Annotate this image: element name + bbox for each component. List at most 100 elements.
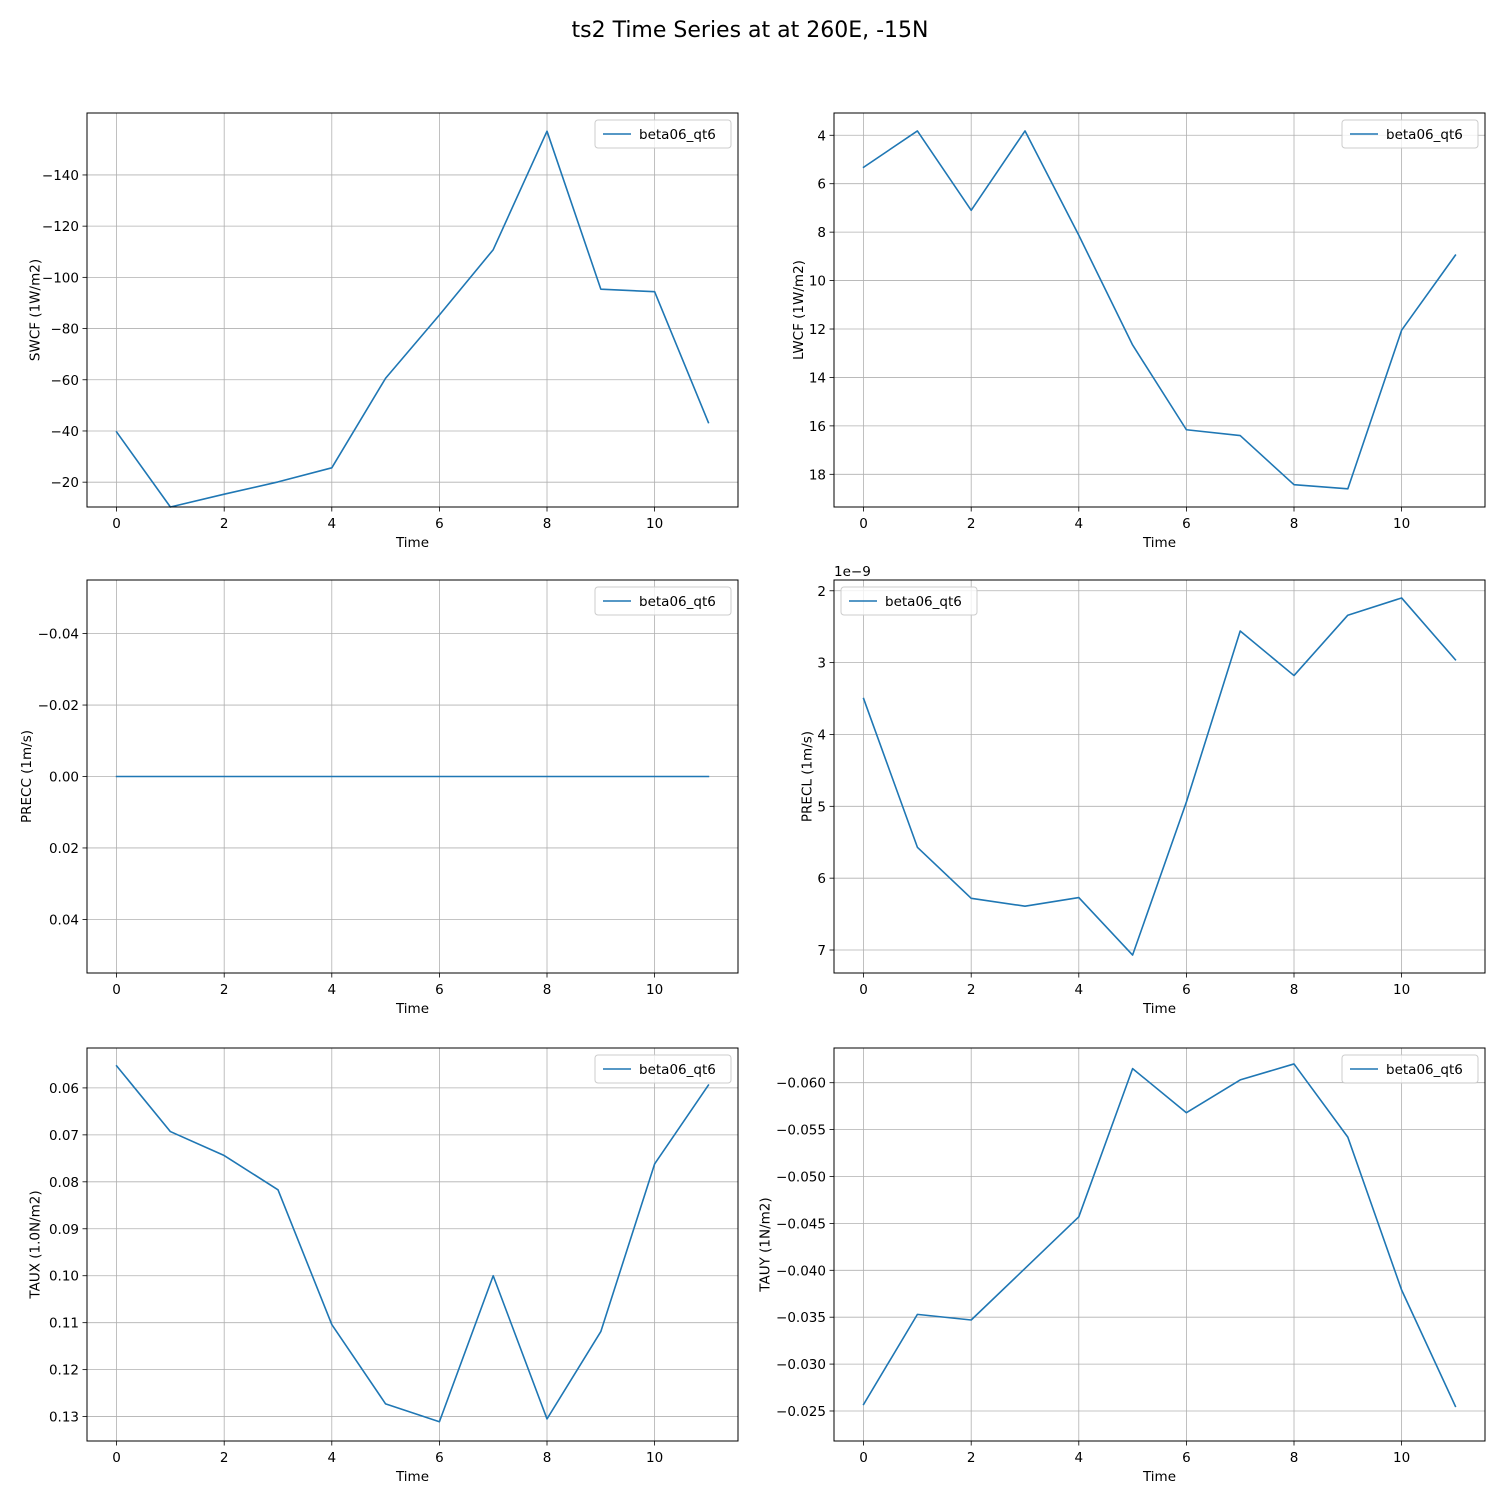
y-tick-label: −0.030 bbox=[776, 1357, 826, 1373]
x-tick-label: 4 bbox=[1075, 516, 1084, 532]
y-tick-label: 0.00 bbox=[49, 770, 79, 786]
x-tick-label: 4 bbox=[328, 982, 337, 998]
y-tick-label: −0.035 bbox=[776, 1310, 826, 1326]
subplot-3: 0 2 4 6 8 10 −0.04 −0.02 0.00 0.02 0.04 Time PRECC (… bbox=[19, 579, 739, 1017]
x-tick-label: 6 bbox=[1182, 516, 1191, 532]
y-tick-label: 0.04 bbox=[49, 912, 79, 928]
legend-box bbox=[840, 586, 978, 616]
x-tick-label: 6 bbox=[1182, 1450, 1191, 1466]
x-tick-label: 4 bbox=[328, 1450, 337, 1466]
legend-label: beta06_qt6 bbox=[639, 127, 716, 143]
legend: beta06_qt6 bbox=[594, 586, 732, 616]
x-tick-label: 8 bbox=[543, 1450, 552, 1466]
x-tick-label: 0 bbox=[112, 516, 121, 532]
y-axis-label: TAUX (1.0N/m2) bbox=[27, 1190, 43, 1299]
series-line-1 bbox=[115, 1064, 710, 1423]
y-tick-label: −0.050 bbox=[776, 1169, 826, 1185]
y-tick-label: 6 bbox=[817, 177, 826, 193]
y-tick-label: 0.02 bbox=[49, 841, 79, 857]
legend-label: beta06_qt6 bbox=[1386, 127, 1463, 143]
figure-title: ts2 Time Series at at 260E, -15N bbox=[571, 18, 928, 43]
subplot-4: 0 2 4 6 8 10 2 3 4 5 6 7 Time PRECL (1m/s) 1e−9 beta06_… bbox=[800, 564, 1486, 1017]
axes-frame bbox=[86, 1047, 739, 1442]
legend: beta06_qt6 bbox=[840, 586, 978, 616]
x-tick-label: 2 bbox=[967, 1450, 976, 1466]
y-tick-label: −0.045 bbox=[776, 1216, 826, 1232]
y-tick-label: 16 bbox=[809, 419, 826, 435]
y-tick-label: −100 bbox=[42, 270, 79, 286]
y-tick-label: 18 bbox=[809, 467, 826, 483]
axes-frame bbox=[833, 1047, 1486, 1442]
y-tick-label: 14 bbox=[809, 370, 826, 386]
legend-box bbox=[594, 586, 732, 616]
series-line-1 bbox=[115, 130, 710, 508]
y-tick-label: 0.09 bbox=[49, 1222, 79, 1238]
x-tick-label: 6 bbox=[1182, 982, 1191, 998]
x-axis-label: Time bbox=[1142, 535, 1176, 551]
series-line-1 bbox=[862, 597, 1457, 956]
axes-frame bbox=[833, 579, 1486, 974]
x-tick-label: 0 bbox=[112, 1450, 121, 1466]
y-tick-label: −0.04 bbox=[38, 627, 79, 643]
x-tick-label: 8 bbox=[1290, 516, 1299, 532]
x-axis-label: Time bbox=[1142, 1001, 1176, 1017]
legend: beta06_qt6 bbox=[1341, 1054, 1479, 1084]
y-tick-label: 0.06 bbox=[49, 1081, 79, 1097]
y-tick-label: 4 bbox=[817, 727, 826, 743]
x-tick-label: 2 bbox=[967, 516, 976, 532]
y-tick-label: 0.10 bbox=[49, 1269, 79, 1285]
x-tick-label: 8 bbox=[1290, 982, 1299, 998]
series-line-1 bbox=[862, 130, 1457, 490]
x-tick-label: 2 bbox=[220, 982, 229, 998]
x-tick-label: 2 bbox=[220, 516, 229, 532]
x-tick-label: 6 bbox=[435, 516, 444, 532]
y-tick-label: 0.12 bbox=[49, 1363, 79, 1379]
y-axis-label: TAUY (1N/m2) bbox=[758, 1197, 774, 1292]
subplot-1: 0 2 4 6 8 10 −20 −40 −60 −80 −100 −120 −140 Time SWCF … bbox=[27, 112, 739, 551]
legend: beta06_qt6 bbox=[1341, 119, 1479, 149]
y-tick-label: 0.11 bbox=[49, 1316, 79, 1332]
x-axis-label: Time bbox=[395, 535, 429, 551]
y-tick-label: −120 bbox=[42, 219, 79, 235]
x-tick-label: 10 bbox=[1393, 1450, 1410, 1466]
y-tick-label: −20 bbox=[51, 475, 80, 491]
x-tick-label: 0 bbox=[859, 982, 868, 998]
y-tick-label: −140 bbox=[42, 168, 79, 184]
legend-box bbox=[1341, 119, 1479, 149]
y-tick-label: 3 bbox=[817, 656, 826, 672]
x-tick-label: 10 bbox=[646, 982, 663, 998]
axes-frame bbox=[833, 112, 1486, 508]
legend: beta06_qt6 bbox=[594, 1054, 732, 1084]
x-tick-label: 10 bbox=[1393, 982, 1410, 998]
x-tick-label: 4 bbox=[328, 516, 337, 532]
y-offset-text: 1e−9 bbox=[834, 564, 871, 580]
x-tick-label: 8 bbox=[543, 982, 552, 998]
y-tick-label: 10 bbox=[809, 274, 826, 290]
x-axis-label: Time bbox=[1142, 1469, 1176, 1485]
x-tick-label: 4 bbox=[1075, 982, 1084, 998]
y-tick-label: −0.025 bbox=[776, 1404, 826, 1420]
x-tick-label: 10 bbox=[646, 1450, 663, 1466]
series-line-1 bbox=[862, 1063, 1457, 1408]
x-tick-label: 0 bbox=[859, 1450, 868, 1466]
y-axis-label: SWCF (1W/m2) bbox=[27, 259, 43, 361]
x-axis-label: Time bbox=[395, 1469, 429, 1485]
y-tick-label: −40 bbox=[51, 424, 80, 440]
x-tick-label: 6 bbox=[435, 982, 444, 998]
legend-label: beta06_qt6 bbox=[639, 1062, 716, 1078]
subplot-grid: 0 2 4 6 8 10 −20 −40 −60 −80 −100 −120 −140 Time SWCF … bbox=[19, 112, 1486, 1485]
y-tick-label: 12 bbox=[809, 322, 826, 338]
subplot-5: 0 2 4 6 8 10 0.06 0.07 0.08 0.09 0.10 0.11 0.12 0.13 T… bbox=[27, 1047, 739, 1485]
legend-label: beta06_qt6 bbox=[885, 594, 962, 610]
subplot-6: 0 2 4 6 8 10 −0.025 −0.030 −0.035 −0.040 −0.045 −0.… bbox=[758, 1047, 1486, 1485]
x-tick-label: 4 bbox=[1075, 1450, 1084, 1466]
x-tick-label: 6 bbox=[435, 1450, 444, 1466]
y-tick-label: −0.02 bbox=[38, 698, 79, 714]
y-tick-label: −0.055 bbox=[776, 1123, 826, 1139]
y-axis-label: PRECL (1m/s) bbox=[800, 731, 816, 822]
legend-label: beta06_qt6 bbox=[1386, 1062, 1463, 1078]
y-tick-label: 0.08 bbox=[49, 1175, 79, 1191]
y-tick-label: −60 bbox=[51, 373, 80, 389]
x-tick-label: 2 bbox=[967, 982, 976, 998]
x-tick-label: 8 bbox=[1290, 1450, 1299, 1466]
